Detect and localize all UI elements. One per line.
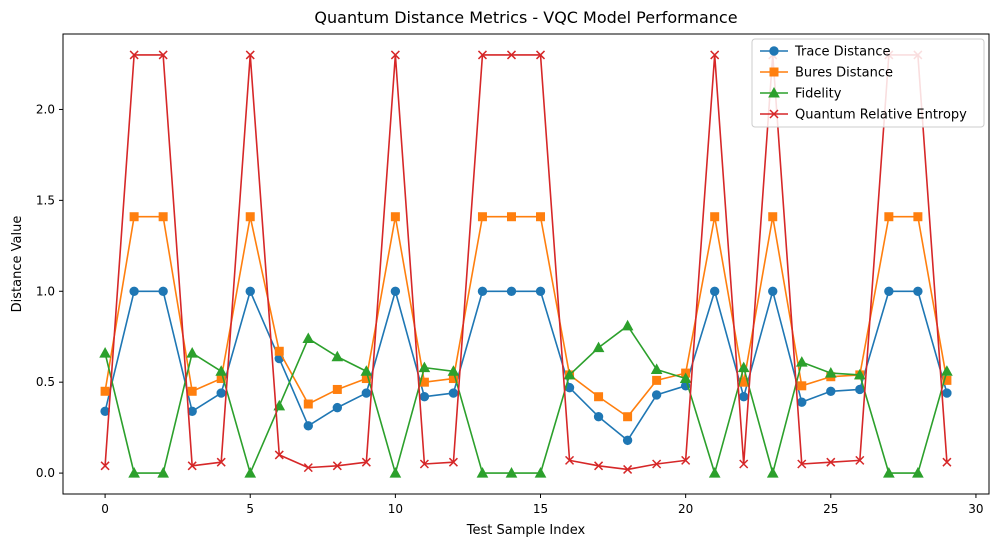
trace-distance-point: [159, 287, 167, 295]
fidelity-line: [105, 326, 947, 473]
fidelity-point: [187, 348, 197, 357]
bures-distance-point: [798, 382, 806, 390]
bures-distance-point: [478, 213, 486, 221]
trace-distance-point: [827, 387, 835, 395]
bures-distance-point: [188, 387, 196, 395]
trace-distance-point: [943, 389, 951, 397]
trace-distance-point: [130, 287, 138, 295]
fidelity-point: [216, 366, 226, 375]
fidelity-point: [100, 348, 110, 357]
bures-distance-point: [304, 400, 312, 408]
bures-distance-point: [624, 413, 632, 421]
chart-title: Quantum Distance Metrics - VQC Model Per…: [314, 8, 737, 27]
fidelity-point: [942, 366, 952, 375]
fidelity-point: [652, 364, 662, 373]
fidelity-point: [594, 343, 604, 352]
fidelity-point: [623, 321, 633, 330]
trace-distance-point: [623, 436, 631, 444]
bures-distance-point: [130, 213, 138, 221]
fidelity-point: [390, 468, 400, 477]
bures-distance-point: [769, 213, 777, 221]
bures-distance-point: [885, 213, 893, 221]
x-tick-label: 15: [533, 502, 548, 516]
x-tick-label: 25: [823, 502, 838, 516]
bures-distance-point: [914, 213, 922, 221]
bures-distance-point: [391, 213, 399, 221]
bures-distance-point: [159, 213, 167, 221]
legend-label: Quantum Relative Entropy: [795, 108, 967, 123]
y-tick-label: 1.5: [36, 193, 55, 207]
bures-distance-point: [537, 213, 545, 221]
trace-distance-point: [478, 287, 486, 295]
trace-distance-point: [740, 393, 748, 401]
trace-distance-point: [536, 287, 544, 295]
bures-distance-point: [653, 376, 661, 384]
legend-label: Bures Distance: [795, 66, 893, 81]
x-tick-label: 10: [388, 502, 403, 516]
y-tick-label: 0.0: [36, 466, 55, 480]
fidelity-point: [332, 352, 342, 361]
trace-distance-point: [362, 389, 370, 397]
x-tick-label: 30: [968, 502, 983, 516]
bures-distance-point: [595, 393, 603, 401]
series-bures-distance: [101, 213, 951, 421]
trace-distance-point: [710, 287, 718, 295]
trace-distance-point: [420, 393, 428, 401]
trace-distance-point: [594, 413, 602, 421]
bures-distance-point: [507, 213, 515, 221]
y-tick-label: 2.0: [36, 102, 55, 116]
legend-label: Fidelity: [795, 87, 842, 102]
trace-distance-point: [304, 422, 312, 430]
bures-distance-point: [711, 213, 719, 221]
bures-distance-point: [275, 347, 283, 355]
fidelity-point: [768, 468, 778, 477]
trace-distance-point: [507, 287, 515, 295]
bures-distance-point: [246, 213, 254, 221]
x-axis-label: Test Sample Index: [466, 523, 586, 538]
x-axis: 0 5 10 15 20 25 30: [101, 494, 983, 516]
bures-distance-point: [101, 387, 109, 395]
fidelity-point: [303, 334, 313, 343]
fidelity-point: [245, 468, 255, 477]
trace-distance-point: [333, 403, 341, 411]
legend-swatch-marker: [770, 68, 778, 76]
trace-distance-point: [246, 287, 254, 295]
trace-distance-point: [449, 389, 457, 397]
trace-distance-point: [798, 398, 806, 406]
y-tick-label: 0.5: [36, 375, 55, 389]
trace-distance-point: [217, 389, 225, 397]
y-tick-label: 1.0: [36, 284, 55, 298]
legend-label: Trace Distance: [794, 45, 890, 60]
trace-distance-point: [652, 391, 660, 399]
legend: Trace Distance Bures Distance Fidelity Quan…: [752, 39, 984, 127]
trace-distance-point: [391, 287, 399, 295]
x-tick-label: 5: [246, 502, 254, 516]
x-tick-label: 20: [678, 502, 693, 516]
trace-distance-point: [914, 287, 922, 295]
trace-distance-point: [769, 287, 777, 295]
legend-swatch-marker: [770, 47, 778, 55]
y-axis-label: Distance Value: [10, 216, 25, 313]
x-tick-label: 0: [101, 502, 109, 516]
fidelity-point: [361, 366, 371, 375]
fidelity-point: [710, 468, 720, 477]
y-axis: 0.0 0.5 1.0 1.5 2.0: [36, 102, 63, 480]
trace-distance-point: [885, 287, 893, 295]
bures-distance-point: [333, 385, 341, 393]
